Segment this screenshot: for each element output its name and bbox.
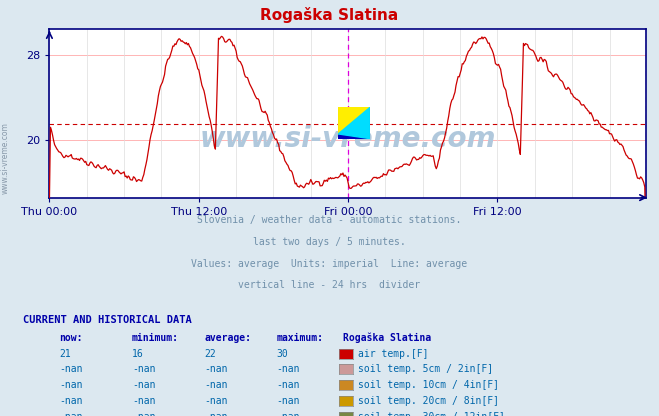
Polygon shape: [338, 107, 370, 139]
Text: -nan: -nan: [204, 380, 228, 390]
Text: -nan: -nan: [132, 396, 156, 406]
Text: -nan: -nan: [132, 412, 156, 416]
Text: www.si-vreme.com: www.si-vreme.com: [200, 125, 496, 153]
Text: -nan: -nan: [132, 364, 156, 374]
Text: air temp.[F]: air temp.[F]: [358, 349, 428, 359]
Text: -nan: -nan: [204, 412, 228, 416]
Text: Values: average  Units: imperial  Line: average: Values: average Units: imperial Line: av…: [191, 259, 468, 269]
Text: -nan: -nan: [204, 396, 228, 406]
Text: soil temp. 20cm / 8in[F]: soil temp. 20cm / 8in[F]: [358, 396, 499, 406]
Text: average:: average:: [204, 333, 251, 343]
Text: soil temp. 30cm / 12in[F]: soil temp. 30cm / 12in[F]: [358, 412, 505, 416]
Text: CURRENT AND HISTORICAL DATA: CURRENT AND HISTORICAL DATA: [23, 315, 192, 325]
Text: vertical line - 24 hrs  divider: vertical line - 24 hrs divider: [239, 280, 420, 290]
Text: Rogaška Slatina: Rogaška Slatina: [343, 332, 431, 343]
Text: Slovenia / weather data - automatic stations.: Slovenia / weather data - automatic stat…: [197, 215, 462, 225]
Text: www.si-vreme.com: www.si-vreme.com: [1, 122, 10, 194]
Text: -nan: -nan: [277, 396, 301, 406]
Text: last two days / 5 minutes.: last two days / 5 minutes.: [253, 237, 406, 247]
Text: -nan: -nan: [59, 380, 83, 390]
Text: -nan: -nan: [59, 412, 83, 416]
Text: maximum:: maximum:: [277, 333, 324, 343]
Polygon shape: [338, 107, 370, 134]
Text: soil temp. 5cm / 2in[F]: soil temp. 5cm / 2in[F]: [358, 364, 493, 374]
Text: -nan: -nan: [59, 396, 83, 406]
Text: -nan: -nan: [132, 380, 156, 390]
Text: 21: 21: [59, 349, 71, 359]
Text: -nan: -nan: [277, 412, 301, 416]
Text: Rogaška Slatina: Rogaška Slatina: [260, 7, 399, 23]
Text: 30: 30: [277, 349, 289, 359]
Text: 16: 16: [132, 349, 144, 359]
Text: minimum:: minimum:: [132, 333, 179, 343]
Text: -nan: -nan: [59, 364, 83, 374]
Text: -nan: -nan: [204, 364, 228, 374]
Text: now:: now:: [59, 333, 83, 343]
Text: -nan: -nan: [277, 380, 301, 390]
Text: soil temp. 10cm / 4in[F]: soil temp. 10cm / 4in[F]: [358, 380, 499, 390]
Text: -nan: -nan: [277, 364, 301, 374]
Text: 22: 22: [204, 349, 216, 359]
